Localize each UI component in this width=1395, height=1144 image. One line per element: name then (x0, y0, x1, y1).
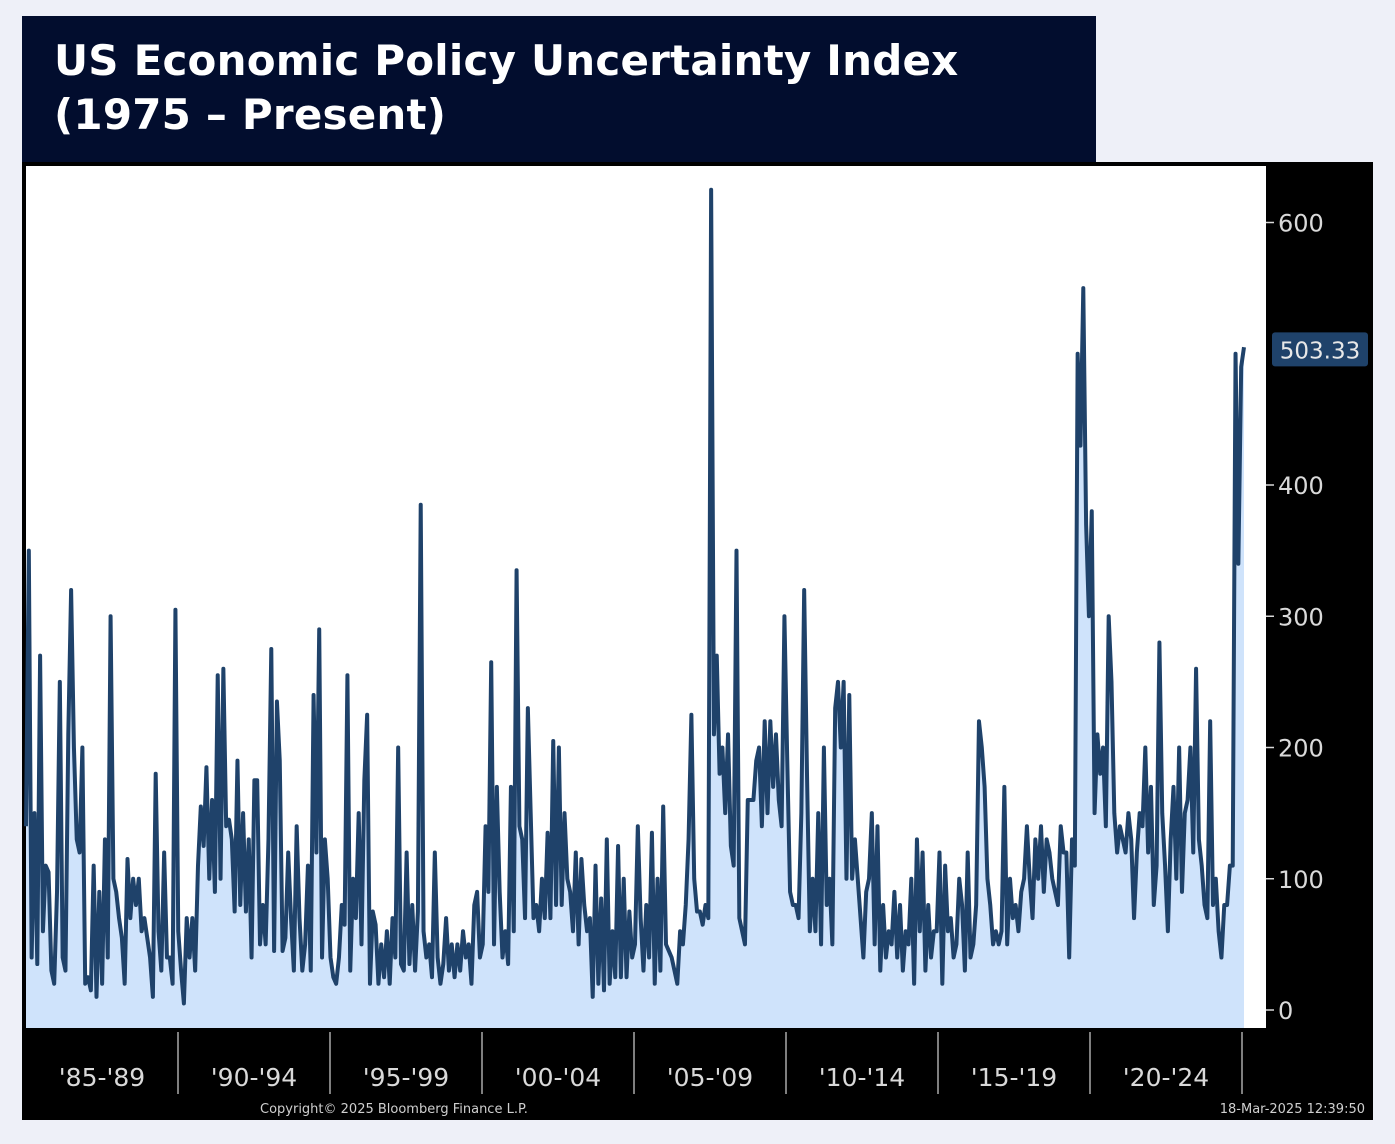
line-layer (24, 187, 1246, 1006)
x-tick-label: '85-'89 (59, 1063, 145, 1092)
chart-frame: 0 100 200 300 400 600 '85-'89 '90-'94 '95-'99 '0… (22, 162, 1373, 1120)
x-tick-label: '05-'09 (667, 1063, 753, 1092)
x-tick-label: '95-'99 (363, 1063, 449, 1092)
last-value-layer: 503.33 (1272, 332, 1368, 367)
last-value-badge (1272, 332, 1368, 367)
x-tick-label: '10-'14 (819, 1063, 905, 1092)
copyright-text: Copyright© 2025 Bloomberg Finance L.P. (260, 1102, 528, 1117)
y-tick-label: 0 (1278, 997, 1293, 1025)
y-tick-label: 600 (1278, 210, 1324, 238)
timestamp-text: 18-Mar-2025 12:39:50 (1220, 1102, 1365, 1117)
x-axis: '85-'89 '90-'94 '95-'99 '00-'04 '05-'09 '10-'… (59, 1032, 1243, 1094)
x-tick-label: '15-'19 (971, 1063, 1057, 1092)
y-tick-label: 200 (1278, 735, 1324, 763)
y-tick-label: 100 (1278, 866, 1324, 894)
last-value-label: 503.33 (1280, 338, 1360, 364)
y-tick-label: 300 (1278, 603, 1324, 631)
series-line (24, 187, 1246, 1006)
chart-title-line-1: US Economic Policy Uncertainty Index (54, 36, 959, 85)
chart-svg: 0 100 200 300 400 600 '85-'89 '90-'94 '95-'99 '0… (24, 166, 1368, 1117)
y-axis: 0 100 200 300 400 600 (1266, 210, 1324, 1025)
x-tick-label: '00-'04 (515, 1063, 601, 1092)
chart-title-box: US Economic Policy Uncertainty Index (19… (22, 16, 1096, 164)
x-tick-label: '20-'24 (1123, 1063, 1209, 1092)
y-tick-label: 400 (1278, 472, 1324, 500)
x-tick-label: '90-'94 (211, 1063, 297, 1092)
chart-title-line-2: (1975 – Present) (54, 90, 447, 139)
